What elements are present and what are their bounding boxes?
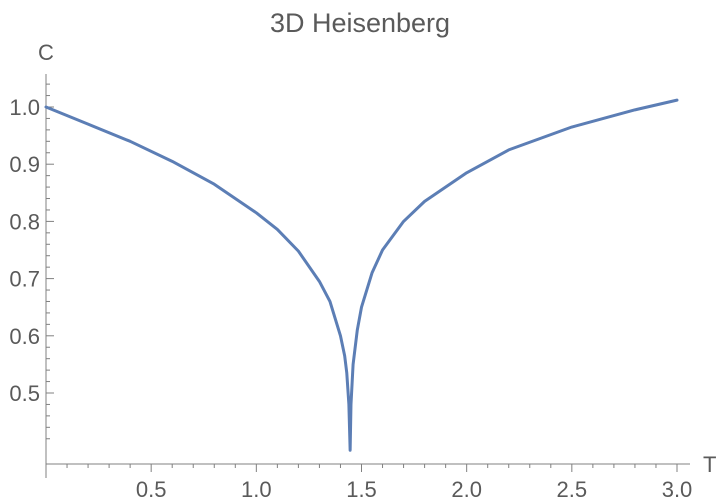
x-tick-label: 3.0 <box>662 477 693 502</box>
y-tick-label: 0.5 <box>9 381 40 406</box>
y-axis-label: C <box>38 40 54 65</box>
y-tick-label: 0.7 <box>9 267 40 292</box>
tick-group <box>46 83 678 472</box>
series-group <box>44 98 679 452</box>
series-line <box>44 98 679 452</box>
y-tick-label: 1.0 <box>9 95 40 120</box>
x-tick-label: 1.0 <box>241 477 272 502</box>
chart-title: 3D Heisenberg <box>270 8 450 38</box>
x-axis-label: T <box>703 452 716 477</box>
y-tick-label: 0.6 <box>9 324 40 349</box>
y-tick-label: 0.9 <box>9 152 40 177</box>
tick-label-group: 0.5 1.0 1.5 2.0 2.5 3.0 0.5 0.6 0.7 0.8 0.9 1.0 <box>9 95 692 502</box>
x-tick-label: 1.5 <box>346 477 377 502</box>
x-tick-label: 0.5 <box>136 477 167 502</box>
x-tick-label: 2.5 <box>557 477 588 502</box>
x-tick-label: 2.0 <box>451 477 482 502</box>
y-tick-label: 0.8 <box>9 209 40 234</box>
